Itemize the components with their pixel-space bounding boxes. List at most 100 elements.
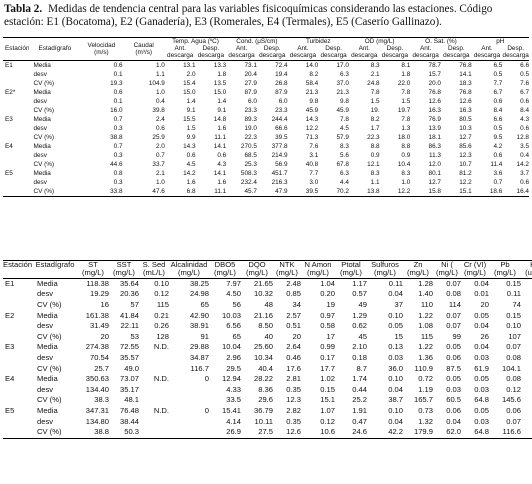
value-cell: 2.4	[155, 115, 165, 123]
value-cell: 8.3	[370, 61, 380, 69]
value-cell	[169, 417, 209, 428]
value-cell: 36.79	[253, 405, 273, 415]
subheader-desp-descarga: Desp. descarga	[440, 45, 472, 61]
value-cell: 0.35	[286, 416, 301, 426]
statistic-cell: desv	[37, 384, 54, 394]
value-cell: 9.5	[493, 133, 503, 141]
value-cell: 38.3	[94, 395, 109, 405]
value-cell: 0.17	[521, 311, 532, 322]
value-cell: 15.0	[183, 88, 196, 96]
value-cell: 20	[292, 331, 301, 341]
header-6: DBO5	[209, 260, 241, 270]
value-cell: 86.3	[428, 142, 441, 150]
value-cell: 116.7	[190, 363, 209, 373]
station-cell	[3, 289, 33, 300]
value-cell: 42.2	[367, 427, 403, 439]
value-cell: 1.29	[352, 310, 367, 320]
value-cell: 12.3	[459, 151, 472, 159]
value-cell: 0.6	[493, 151, 503, 159]
value-cell: 8.7	[356, 363, 367, 373]
value-cell: 17.7	[320, 363, 335, 373]
table-row: CV (%) 19.3 104.9 15.4 13.5 27.9 26.8 58.4 37.0 2…	[3, 79, 529, 88]
value-cell: 33.5	[226, 395, 241, 405]
subheader-ant-descarga: Ant. descarga	[471, 45, 503, 61]
value-cell: 22.11	[120, 321, 139, 331]
value-cell: 14.2	[183, 169, 196, 177]
statistic-cell: CV (%)	[33, 160, 55, 168]
value-cell: 0.3	[113, 151, 123, 159]
value-cell: 39.5	[287, 186, 319, 197]
value-cell: 0.73	[418, 405, 433, 415]
value-cell: 87.9	[244, 88, 257, 96]
value-cell: 45.7	[226, 186, 257, 197]
value-cell: 12.2	[305, 124, 319, 132]
header-caudal: Caudal (m³/s)	[122, 37, 165, 61]
value-cell: 0.12	[506, 384, 521, 394]
value-cell: 110	[420, 300, 433, 309]
table-row: E5 Media 0.8 2.1 14.2 14.1 508.3 451.7 7.7 6.3 8.3…	[3, 169, 529, 178]
value-cell: 26	[480, 331, 489, 341]
value-cell: 451.7	[271, 169, 288, 177]
value-cell: 0.05	[474, 405, 489, 415]
header-10: Ptotal	[335, 260, 367, 270]
unit-7: (mg/L)	[241, 269, 273, 279]
value-cell: 18.1	[428, 133, 441, 141]
subheader-desp-descarga: Desp. descarga	[256, 45, 288, 61]
value-cell: 68.5	[244, 151, 257, 159]
value-cell: 0.6	[520, 178, 529, 186]
value-cell	[169, 427, 209, 439]
value-cell: 76.8	[428, 88, 441, 96]
value-cell: 10.3	[459, 124, 472, 132]
value-cell: 14.3	[305, 115, 319, 123]
value-cell: 0.03	[446, 384, 461, 394]
value-cell: 5.6	[340, 151, 349, 159]
value-cell: 0.3	[113, 124, 123, 132]
statistic-cell: CV (%)	[37, 300, 62, 309]
value-cell: 0.6	[217, 151, 227, 159]
station-cell	[3, 106, 29, 115]
value-cell: 0.10	[388, 310, 403, 320]
value-cell: 6.6	[493, 115, 503, 123]
value-cell: 37	[394, 300, 403, 309]
value-cell: 33.7	[152, 160, 165, 168]
value-cell: N.D.	[153, 374, 169, 384]
value-cell: 39.8	[152, 106, 165, 114]
value-cell: 12.2	[459, 178, 472, 186]
table-row: desv 134.80 38.44 4.14 10.11 0.35 0.12 0.47 0.04…	[3, 417, 532, 428]
value-cell: 1.17	[352, 278, 367, 288]
table1-header-row: Estación Estadígrafo Velocidad (m/s) Caud…	[3, 37, 529, 61]
subheader-desp-descarga: Desp. descarga	[195, 45, 227, 61]
value-cell: 8.1	[401, 61, 411, 69]
value-cell: 0.03	[474, 352, 489, 362]
value-cell: 56.9	[275, 160, 288, 168]
station-cell: E4	[5, 374, 15, 384]
value-cell: 0.7	[155, 151, 165, 159]
value-cell: 7.6	[520, 79, 529, 87]
value-cell: 115	[420, 331, 433, 341]
station-cell	[3, 160, 29, 169]
value-cell: 0.10	[388, 374, 403, 384]
station-cell	[3, 178, 29, 187]
value-cell: 2.57	[286, 310, 301, 320]
station-cell	[3, 395, 33, 406]
table-row: CV (%) 33.8 47.6 6.8 11.1 45.7 47.9 39.5 70.2 13.…	[3, 186, 529, 197]
header-14: Cr (VI)	[461, 260, 489, 270]
value-cell: 3.5	[520, 142, 529, 150]
statistic-cell: Media	[33, 115, 51, 123]
value-cell: 0.04	[474, 321, 489, 331]
station-cell	[3, 151, 29, 160]
value-cell: 24.6	[335, 427, 367, 439]
table-physicochemical-1: Estación Estadígrafo Velocidad (m/s) Caud…	[3, 37, 529, 197]
statistic-cell: CV (%)	[37, 331, 62, 341]
header-12: Zn	[403, 260, 433, 270]
value-cell: 347.31	[85, 405, 109, 415]
value-cell: 0.26	[154, 321, 169, 331]
value-cell: 21.3	[305, 88, 319, 96]
table-physicochemical-2: Estación Estadígrafo ST SST S. Sed Alcalinida…	[3, 260, 532, 439]
header-temp: Temp. Agua (ºC)	[164, 37, 227, 46]
header-2: ST	[77, 260, 109, 270]
value-cell: 12.6	[428, 97, 441, 105]
value-cell: 45	[358, 331, 367, 341]
value-cell: 0.21	[154, 310, 169, 320]
value-cell: 2.96	[226, 352, 241, 362]
